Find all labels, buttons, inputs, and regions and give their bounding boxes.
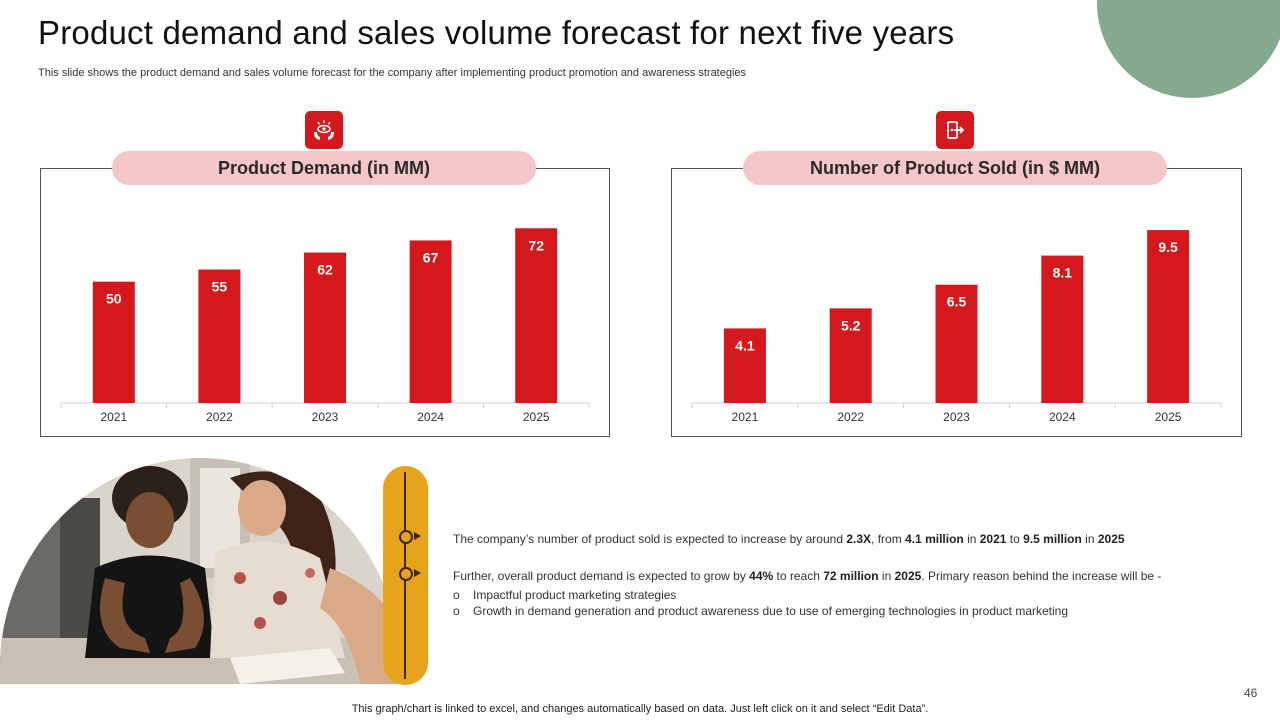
page-number: 46 bbox=[1244, 686, 1258, 700]
data-label: 9.5 bbox=[1158, 239, 1178, 255]
bar bbox=[829, 308, 872, 403]
timeline-bar bbox=[383, 466, 428, 685]
bar bbox=[198, 269, 241, 403]
bar bbox=[515, 228, 558, 403]
timeline-arrow-icon bbox=[414, 532, 421, 540]
bar bbox=[304, 252, 346, 403]
bar bbox=[723, 328, 766, 403]
bullet-item: o Impactful product marketing strategies bbox=[453, 588, 677, 602]
data-label: 62 bbox=[317, 262, 333, 278]
x-tick-label: 2022 bbox=[837, 410, 864, 424]
notes-block: The company’s number of product sold is … bbox=[453, 532, 1243, 619]
data-label: 67 bbox=[423, 249, 439, 265]
data-label: 8.1 bbox=[1053, 265, 1073, 281]
product-demand-chart-title: Product Demand (in MM) bbox=[112, 151, 536, 185]
data-label: 55 bbox=[212, 279, 228, 295]
hands-eye-icon bbox=[305, 111, 343, 149]
data-label: 6.5 bbox=[947, 294, 967, 310]
x-tick-label: 2024 bbox=[417, 410, 444, 424]
timeline-dot bbox=[399, 530, 413, 544]
timeline-arrow-icon bbox=[414, 569, 421, 577]
product-demand-chart-plot: 50 2021 55 2022 62 2023 67 2024 72 2025 bbox=[60, 228, 590, 424]
data-label: 72 bbox=[528, 237, 544, 253]
data-label: 5.2 bbox=[841, 317, 861, 333]
data-label: 50 bbox=[106, 291, 122, 307]
timeline-dot bbox=[399, 567, 413, 581]
note-demand-growth: Further, overall product demand is expec… bbox=[453, 569, 1162, 583]
corner-decoration bbox=[1097, 0, 1280, 98]
slide-title: Product demand and sales volume forecast… bbox=[38, 14, 955, 51]
product-sold-chart[interactable]: 4.1 2021 5.2 2022 6.5 2023 8.1 2024 9.5 2025 bbox=[671, 168, 1242, 437]
slide-subtitle: This slide shows the product demand and … bbox=[38, 67, 747, 79]
product-demand-chart[interactable]: 50 2021 55 2022 62 2023 67 2024 72 2025 bbox=[40, 168, 610, 437]
x-tick-label: 2021 bbox=[732, 410, 759, 424]
data-label: 4.1 bbox=[735, 337, 755, 353]
product-exit-icon bbox=[936, 111, 974, 149]
x-tick-label: 2021 bbox=[100, 410, 127, 424]
x-tick-label: 2022 bbox=[206, 410, 233, 424]
x-tick-label: 2025 bbox=[1155, 410, 1182, 424]
bar bbox=[92, 281, 135, 403]
product-sold-chart-title: Number of Product Sold (in $ MM) bbox=[743, 151, 1167, 185]
bar bbox=[935, 284, 978, 403]
note-sales-growth: The company’s number of product sold is … bbox=[453, 532, 1125, 546]
bar bbox=[1041, 255, 1084, 403]
bar bbox=[409, 240, 452, 403]
x-tick-label: 2023 bbox=[312, 410, 339, 424]
footnote: This graph/chart is linked to excel, and… bbox=[351, 703, 929, 715]
x-tick-label: 2025 bbox=[523, 410, 550, 424]
product-sold-chart-plot: 4.1 2021 5.2 2022 6.5 2023 8.1 2024 9.5 2025 bbox=[691, 230, 1222, 424]
students-studying-photo bbox=[0, 458, 400, 684]
x-tick-label: 2023 bbox=[943, 410, 970, 424]
bar bbox=[1147, 230, 1190, 403]
bullet-item: o Growth in demand generation and product… bbox=[453, 604, 1069, 618]
x-tick-label: 2024 bbox=[1049, 410, 1076, 424]
